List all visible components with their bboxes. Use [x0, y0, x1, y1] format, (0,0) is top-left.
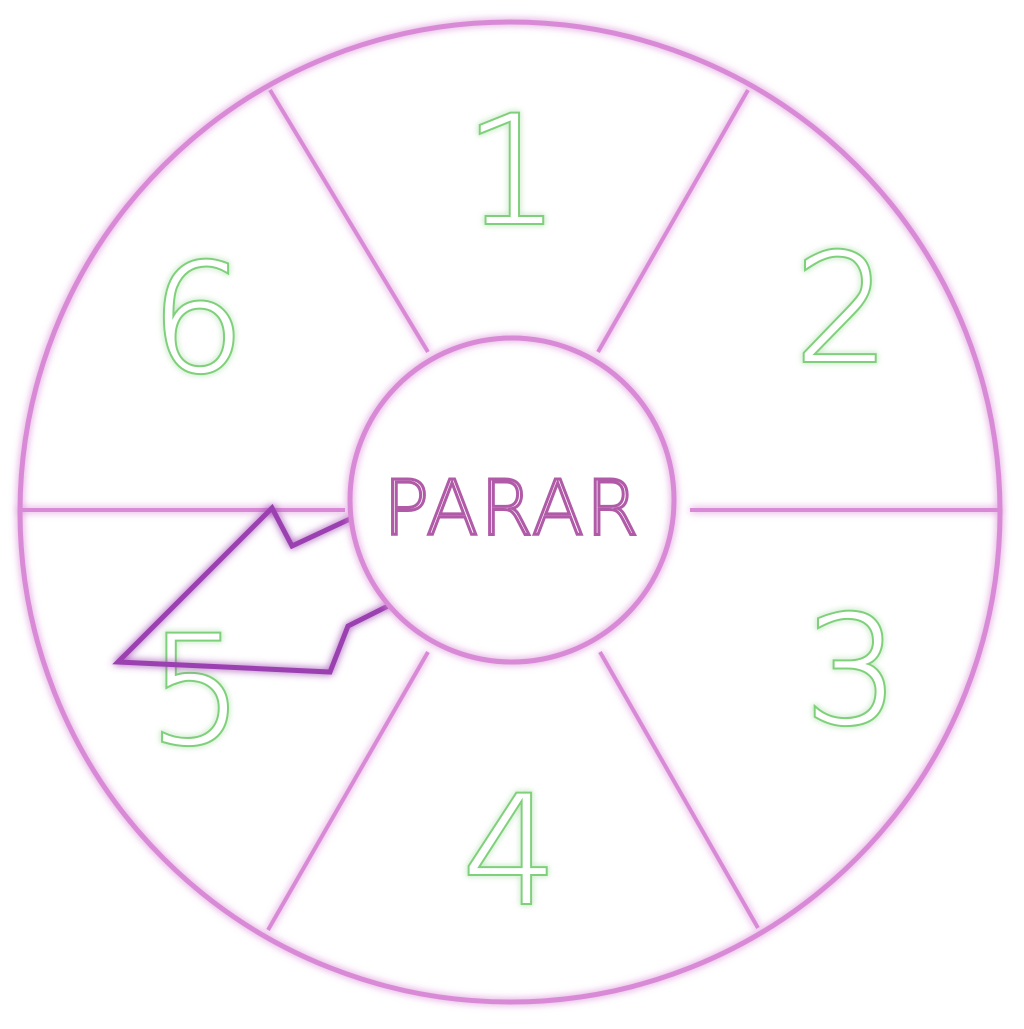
- segment-5-label[interactable]: 5: [146, 603, 245, 781]
- stop-button[interactable]: PARAR: [347, 335, 677, 665]
- stop-button-label: PARAR: [383, 464, 640, 553]
- segment-dividers: [18, 88, 1000, 931]
- segment-3-label[interactable]: 3: [802, 583, 901, 761]
- segment-2-label[interactable]: 2: [792, 221, 891, 399]
- segment-4-label[interactable]: 4: [460, 763, 559, 941]
- stop-button-ring: [347, 335, 677, 665]
- segment-6-label[interactable]: 6: [148, 231, 247, 409]
- segment-1-label[interactable]: 1: [462, 83, 561, 261]
- divider-4-5: [266, 651, 430, 931]
- divider-6-1: [268, 88, 430, 354]
- arrow-pointer-icon: [112, 503, 394, 675]
- divider-1-2: [596, 89, 750, 353]
- divider-3-4: [598, 651, 760, 929]
